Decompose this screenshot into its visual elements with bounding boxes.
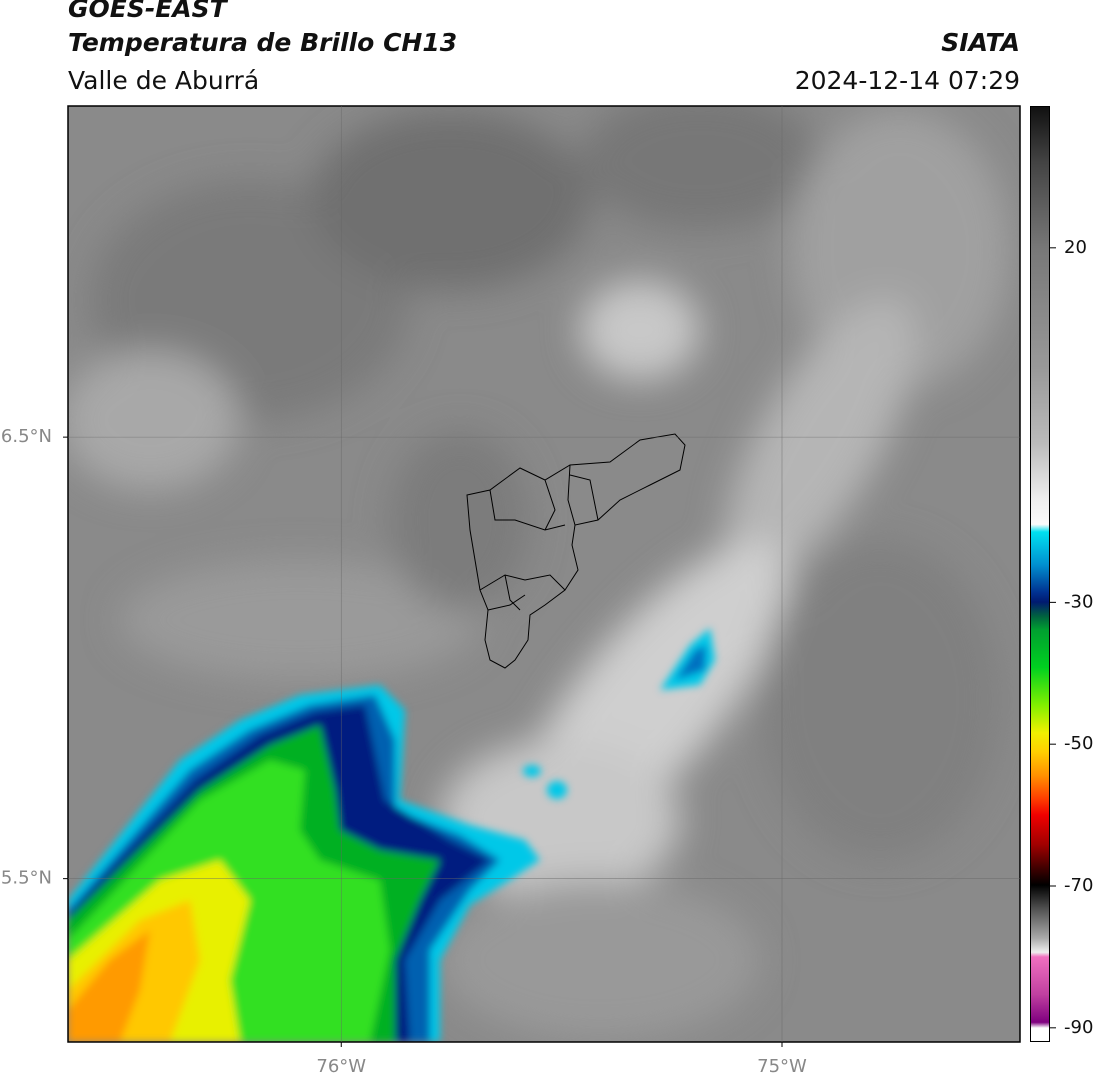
satellite-image: [68, 106, 1020, 1042]
colorbar-tick-label: -30: [1064, 591, 1093, 612]
colorbar-tick-label: 20: [1064, 237, 1087, 258]
colorbar-tick-label: -90: [1064, 1017, 1093, 1038]
map-frame: [67, 105, 1021, 1043]
colorbar-tick-label: -70: [1064, 875, 1093, 896]
y-tick-label: 5.5°N: [1, 868, 52, 889]
subtitle: Temperatura de Brillo CH13: [68, 28, 458, 57]
colorbar-tick-label: -50: [1064, 733, 1093, 754]
region: Valle de Aburrá: [68, 66, 260, 95]
timestamp: 2024-12-14 07:29: [794, 66, 1020, 95]
x-tick-label: 76°W: [316, 1056, 366, 1077]
y-tick-label: 6.5°N: [1, 426, 52, 447]
x-tick-label: 75°W: [757, 1056, 807, 1077]
title: GOES-EAST: [68, 0, 227, 23]
municipal-boundaries: [466, 433, 686, 669]
colorbar: [1030, 106, 1050, 1042]
source: SIATA: [941, 28, 1020, 57]
